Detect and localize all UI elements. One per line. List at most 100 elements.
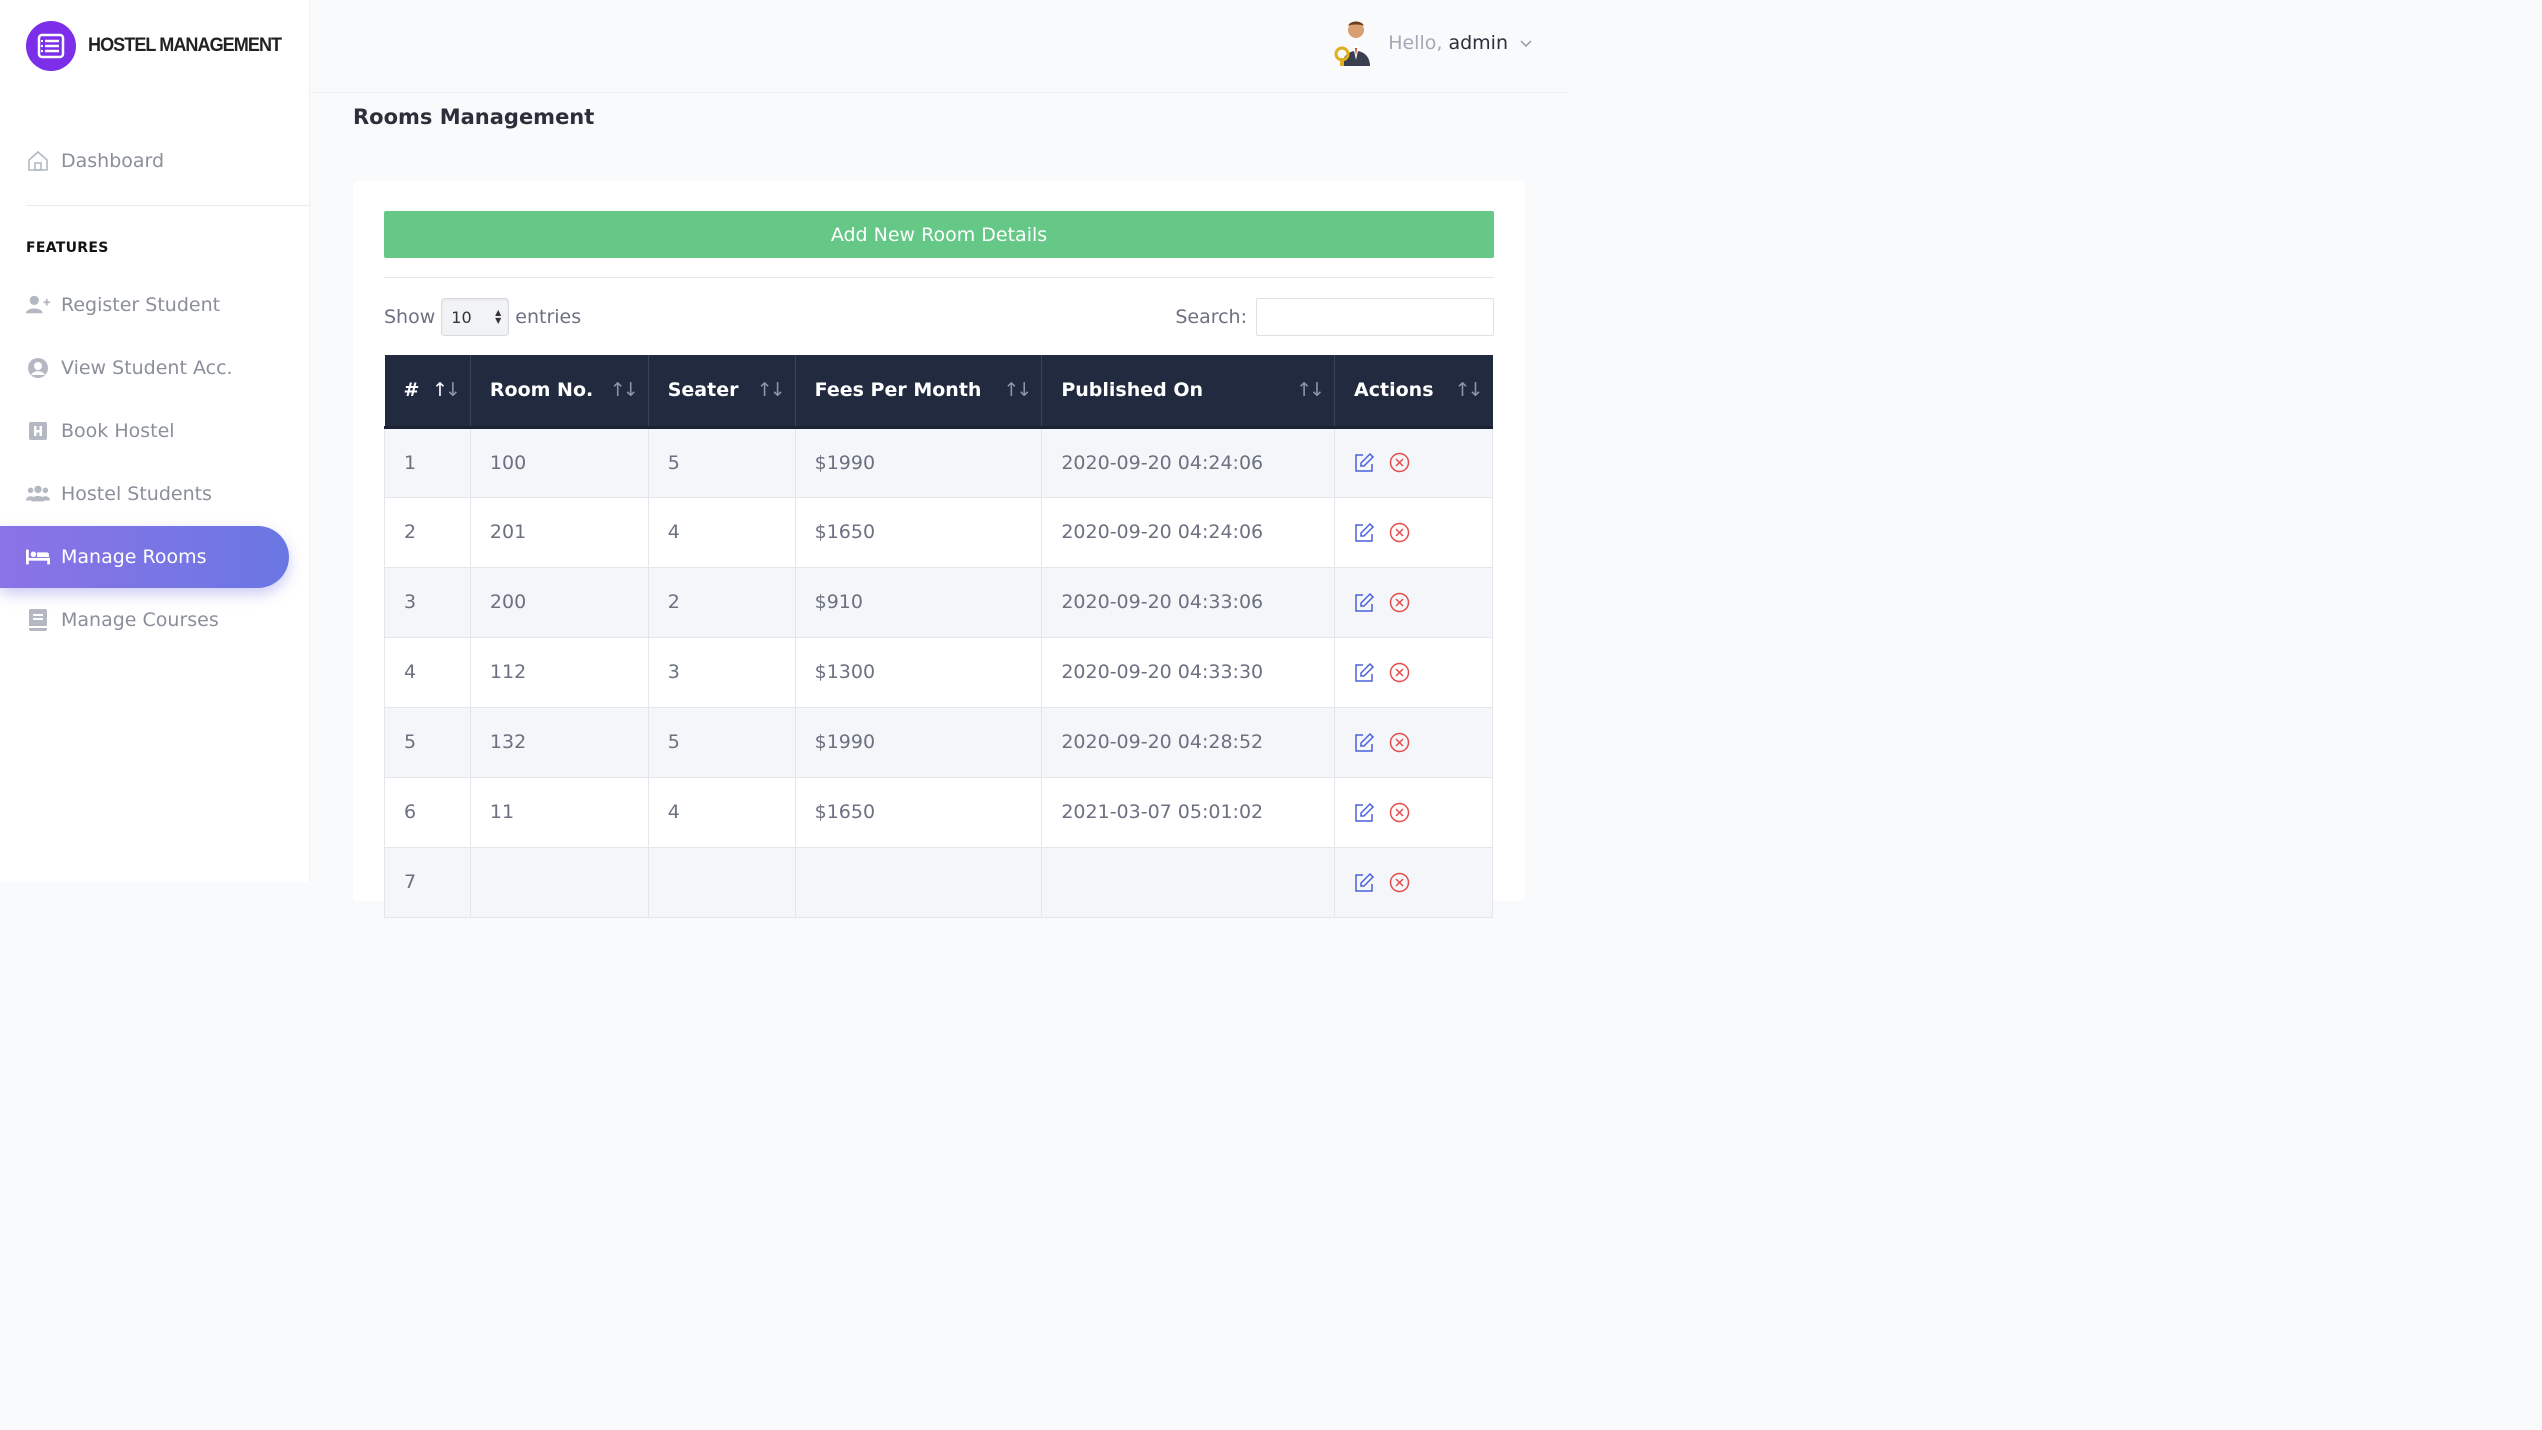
edit-icon[interactable] [1354,732,1375,753]
cell-room-no: 201 [470,497,649,568]
table-search: Search: [1175,298,1494,336]
home-icon [26,149,50,173]
cell-seater: 3 [648,637,796,708]
table-row: 6 11 4 $1650 2021-03-07 05:01:02 [384,777,1493,848]
rooms-table: # ↑↓ Room No. ↑↓ Seater ↑↓ Fees Per Month ↑↓… [384,355,1493,918]
cell-actions [1334,777,1493,848]
table-row: 5 132 5 $1990 2020-09-20 04:28:52 [384,707,1493,778]
table-body: 1 100 5 $1990 2020-09-20 04:24:06 2 201 4 $1650 2… [384,427,1493,918]
user-plus-icon [26,293,50,317]
column-header-index[interactable]: # ↑↓ [384,355,471,429]
add-room-button[interactable]: Add New Room Details [384,211,1494,258]
edit-icon[interactable] [1354,452,1375,473]
cell-published-on: 2021-03-07 05:01:02 [1041,777,1336,848]
greeting-text: Hello, [1388,32,1443,54]
cell-fees: $1650 [795,497,1043,568]
sort-icon: ↑↓ [609,379,639,401]
cell-actions [1334,497,1493,568]
column-header-actions[interactable]: Actions ↑↓ [1334,355,1493,429]
sidebar-item-manage-rooms[interactable]: Manage Rooms [0,526,289,588]
cell-seater: 5 [648,427,796,498]
cell-fees: $1300 [795,637,1043,708]
user-menu[interactable]: Hello, admin [1334,20,1534,66]
cell-actions [1334,637,1493,708]
logo-icon [26,21,76,71]
sidebar-section-label: FEATURES [26,240,109,256]
sidebar-item-label: Manage Rooms [61,546,207,568]
delete-icon[interactable] [1389,872,1410,893]
cell-index: 1 [384,427,471,498]
cell-seater [648,847,796,918]
cell-seater: 2 [648,567,796,638]
cell-published-on: 2020-09-20 04:28:52 [1041,707,1336,778]
table-row: 4 112 3 $1300 2020-09-20 04:33:30 [384,637,1493,708]
cell-room-no: 11 [470,777,649,848]
cell-actions [1334,567,1493,638]
sidebar-item-book-hostel[interactable]: Book Hostel [0,400,289,462]
cell-fees [795,847,1043,918]
table-row: 7 [384,847,1493,918]
sidebar-item-label: Book Hostel [61,420,175,442]
sort-icon: ↑↓ [1003,379,1033,401]
column-header-room-no[interactable]: Room No. ↑↓ [470,355,649,429]
delete-icon[interactable] [1389,592,1410,613]
chevron-down-icon[interactable] [1518,35,1534,51]
book-icon [26,608,50,632]
entries-select[interactable]: 10 ▲ ▼ [441,298,510,336]
sidebar-item-view-student-acc[interactable]: View Student Acc. [0,337,289,399]
cell-actions [1334,427,1493,498]
cell-room-no [470,847,649,918]
edit-icon[interactable] [1354,522,1375,543]
table-row: 3 200 2 $910 2020-09-20 04:33:06 [384,567,1493,638]
cell-seater: 4 [648,777,796,848]
table-row: 2 201 4 $1650 2020-09-20 04:24:06 [384,497,1493,568]
search-input[interactable] [1256,298,1494,336]
cell-published-on: 2020-09-20 04:24:06 [1041,427,1336,498]
show-label: Show [384,306,436,328]
sort-icon: ↑↓ [1296,379,1325,401]
cell-index: 2 [384,497,471,568]
user-greeting: Hello, admin [1388,32,1508,54]
bed-icon [26,545,50,569]
column-header-fees[interactable]: Fees Per Month ↑↓ [795,355,1043,429]
sidebar-item-register-student[interactable]: Register Student [0,274,289,336]
delete-icon[interactable] [1389,452,1410,473]
delete-icon[interactable] [1389,522,1410,543]
sidebar-item-dashboard[interactable]: Dashboard [0,130,289,192]
sidebar-item-hostel-students[interactable]: Hostel Students [0,463,289,525]
sort-icon: ↑↓ [1454,379,1484,401]
cell-published-on: 2020-09-20 04:24:06 [1041,497,1336,568]
edit-icon[interactable] [1354,662,1375,683]
brand-logo[interactable]: HOSTEL MANAGEMENT [26,21,291,71]
cell-index: 6 [384,777,471,848]
hostel-h-icon [26,419,50,443]
edit-icon[interactable] [1354,802,1375,823]
delete-icon[interactable] [1389,802,1410,823]
cell-published-on: 2020-09-20 04:33:06 [1041,567,1336,638]
entries-length-control: Show 10 ▲ ▼ entries [384,298,581,336]
delete-icon[interactable] [1389,732,1410,753]
cell-fees: $1650 [795,777,1043,848]
rooms-card: Add New Room Details Show 10 ▲ ▼ entries … [353,181,1525,918]
cell-published-on: 2020-09-20 04:33:30 [1041,637,1336,708]
sidebar: HOSTEL MANAGEMENT Dashboard FEATURES Reg… [0,0,310,882]
sidebar-item-label: Manage Courses [61,609,219,631]
column-header-published-on[interactable]: Published On ↑↓ [1041,355,1336,429]
sidebar-item-manage-courses[interactable]: Manage Courses [0,589,289,651]
cell-room-no: 112 [470,637,649,708]
username: admin [1448,32,1508,54]
card-divider [384,277,1494,278]
cell-index: 5 [384,707,471,778]
table-header-row: # ↑↓ Room No. ↑↓ Seater ↑↓ Fees Per Month ↑↓… [384,355,1493,429]
cell-room-no: 100 [470,427,649,498]
cell-actions [1334,847,1493,918]
column-header-seater[interactable]: Seater ↑↓ [648,355,796,429]
delete-icon[interactable] [1389,662,1410,683]
edit-icon[interactable] [1354,592,1375,613]
table-row: 1 100 5 $1990 2020-09-20 04:24:06 [384,427,1493,498]
cell-fees: $1990 [795,427,1043,498]
brand-name: HOSTEL MANAGEMENT [88,35,282,56]
select-arrows-icon: ▲ ▼ [495,308,502,325]
cell-room-no: 132 [470,707,649,778]
edit-icon[interactable] [1354,872,1375,893]
